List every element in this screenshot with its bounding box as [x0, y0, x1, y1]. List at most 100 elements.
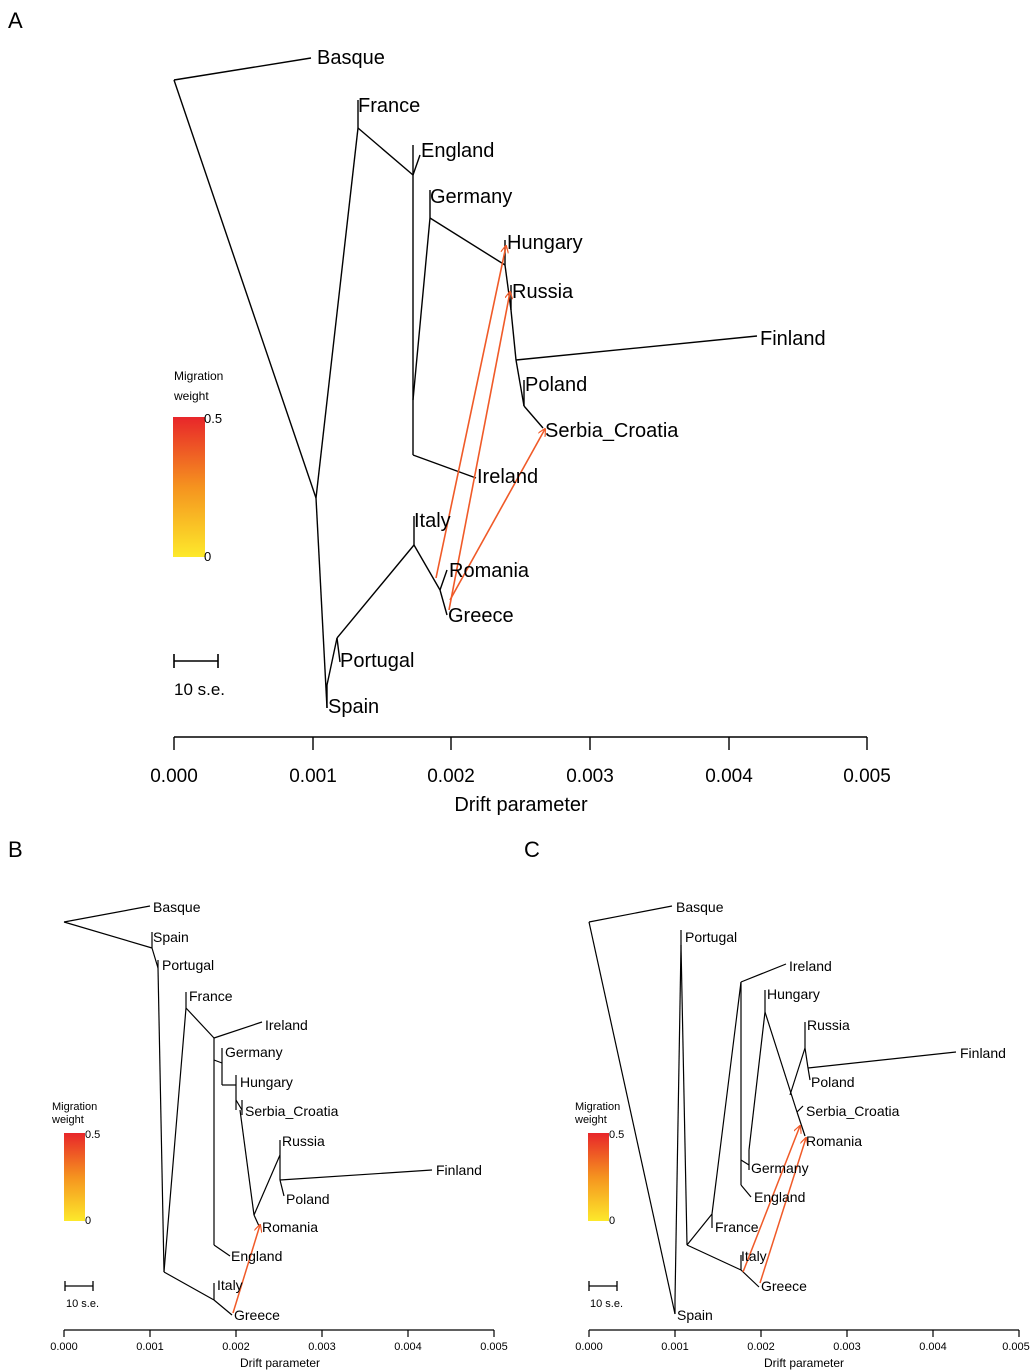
legend-title-line1: Migration — [174, 369, 223, 383]
x-tick-label: 0.004 — [394, 1341, 422, 1353]
tip-label-poland: Poland — [811, 1074, 855, 1090]
scale-bar-label: 10 s.e. — [590, 1298, 623, 1310]
legend-color-bar — [173, 417, 205, 557]
tip-label-serbia-croatia: Serbia_Croatia — [245, 1103, 339, 1119]
tip-label-england: England — [421, 140, 494, 162]
x-tick-label: 0.001 — [136, 1341, 164, 1353]
legend-max: 0.5 — [609, 1129, 624, 1141]
scale-bar-label: 10 s.e. — [66, 1298, 99, 1310]
tip-label-ireland: Ireland — [265, 1017, 308, 1033]
legend-max: 0.5 — [204, 411, 222, 426]
tip-label-portugal: Portugal — [685, 929, 737, 945]
x-tick-label: 0.000 — [50, 1341, 78, 1353]
x-tick-label: 0.004 — [705, 766, 753, 787]
scale-bar-c: 10 s.e. — [588, 1281, 623, 1310]
legend-min: 0 — [204, 549, 211, 564]
tip-label-finland: Finland — [760, 328, 826, 350]
x-axis-a: 0.000 0.001 0.002 0.003 0.004 0.005 Drif… — [150, 736, 891, 816]
x-tick-label: 0.001 — [289, 766, 337, 787]
tree-b-branches — [63, 905, 433, 1316]
scale-bar-b: 10 s.e. — [64, 1281, 99, 1310]
tree-b-labels: Basque Spain Portugal France Ireland Ger… — [153, 899, 482, 1323]
legend-min: 0 — [609, 1215, 615, 1227]
tip-label-romania: Romania — [449, 560, 530, 582]
tip-label-serbia-croatia: Serbia_Croatia — [806, 1103, 900, 1119]
tip-label-france: France — [189, 988, 233, 1004]
tip-label-finland: Finland — [960, 1045, 1006, 1061]
x-tick-label: 0.003 — [566, 766, 614, 787]
tip-label-portugal: Portugal — [162, 957, 214, 973]
tip-label-russia: Russia — [282, 1133, 325, 1149]
tip-label-italy: Italy — [741, 1248, 767, 1264]
migration-edge — [449, 429, 545, 601]
legend-title-line1: Migration — [575, 1101, 620, 1113]
migration-legend-c: Migration weight 0.5 0 — [574, 1101, 624, 1227]
tip-label-portugal: Portugal — [340, 650, 415, 672]
x-tick-label: 0.000 — [150, 766, 198, 787]
tip-label-basque: Basque — [676, 899, 724, 915]
panel-a: A — [8, 8, 891, 816]
legend-max: 0.5 — [85, 1129, 100, 1141]
tip-label-romania: Romania — [806, 1133, 862, 1149]
legend-title-line2: weight — [51, 1114, 84, 1126]
x-tick-label: 0.002 — [222, 1341, 250, 1353]
x-tick-label: 0.005 — [480, 1341, 508, 1353]
tip-label-spain: Spain — [328, 696, 379, 718]
tree-c-branches — [588, 905, 957, 1315]
migration-legend-a: Migration weight 0.5 0 — [173, 369, 223, 564]
migration-legend-b: Migration weight 0.5 0 — [51, 1101, 100, 1227]
x-axis-b: 0.000 0.001 0.002 0.003 0.004 0.005 Drif… — [50, 1329, 508, 1370]
legend-title-line1: Migration — [52, 1101, 97, 1113]
x-axis-title: Drift parameter — [454, 794, 588, 816]
migration-edge — [448, 292, 510, 611]
tip-label-ireland: Ireland — [477, 466, 538, 488]
x-tick-label: 0.000 — [575, 1341, 603, 1353]
legend-color-bar — [588, 1133, 609, 1221]
tip-label-russia: Russia — [807, 1017, 850, 1033]
tip-label-italy: Italy — [217, 1277, 243, 1293]
migration-edge — [759, 1138, 806, 1284]
tip-label-greece: Greece — [761, 1278, 807, 1294]
tip-label-basque: Basque — [317, 47, 385, 69]
tree-a-branches — [173, 57, 758, 709]
legend-min: 0 — [85, 1215, 91, 1227]
tip-label-germany: Germany — [751, 1160, 809, 1176]
tree-c-labels: Basque Portugal Ireland Hungary Russia F… — [676, 899, 1006, 1323]
x-tick-label: 0.005 — [843, 766, 891, 787]
x-tick-label: 0.001 — [661, 1341, 689, 1353]
tip-label-france: France — [715, 1219, 759, 1235]
panel-letter-b: B — [8, 837, 23, 862]
tip-label-hungary: Hungary — [240, 1074, 293, 1090]
tip-label-ireland: Ireland — [789, 958, 832, 974]
tip-label-russia: Russia — [512, 281, 574, 303]
x-tick-label: 0.005 — [1002, 1341, 1030, 1353]
migration-edge — [742, 1126, 800, 1273]
tip-label-greece: Greece — [234, 1307, 280, 1323]
scale-bar-label: 10 s.e. — [174, 680, 225, 699]
x-tick-label: 0.002 — [427, 766, 475, 787]
x-tick-label: 0.002 — [747, 1341, 775, 1353]
tip-label-england: England — [754, 1189, 805, 1205]
tree-b-migrations — [232, 1225, 260, 1314]
tip-label-france: France — [358, 95, 420, 117]
x-axis-c: 0.000 0.001 0.002 0.003 0.004 0.005 Drif… — [575, 1329, 1030, 1370]
migration-edge — [435, 246, 506, 579]
tip-label-hungary: Hungary — [507, 232, 583, 254]
tip-label-poland: Poland — [286, 1191, 330, 1207]
legend-title-line2: weight — [574, 1114, 607, 1126]
tip-label-poland: Poland — [525, 374, 587, 396]
tip-label-italy: Italy — [414, 510, 451, 532]
panel-b: B — [8, 837, 508, 1370]
tip-label-serbia-croatia: Serbia_Croatia — [545, 420, 679, 442]
x-tick-label: 0.003 — [308, 1341, 336, 1353]
tip-label-germany: Germany — [225, 1044, 283, 1060]
x-tick-label: 0.004 — [919, 1341, 947, 1353]
panel-letter-c: C — [524, 837, 540, 862]
tip-label-spain: Spain — [677, 1307, 713, 1323]
scale-bar-a: 10 s.e. — [173, 654, 225, 699]
legend-color-bar — [64, 1133, 85, 1221]
x-axis-title: Drift parameter — [764, 1356, 844, 1370]
tip-label-spain: Spain — [153, 929, 189, 945]
tip-label-england: England — [231, 1248, 282, 1264]
